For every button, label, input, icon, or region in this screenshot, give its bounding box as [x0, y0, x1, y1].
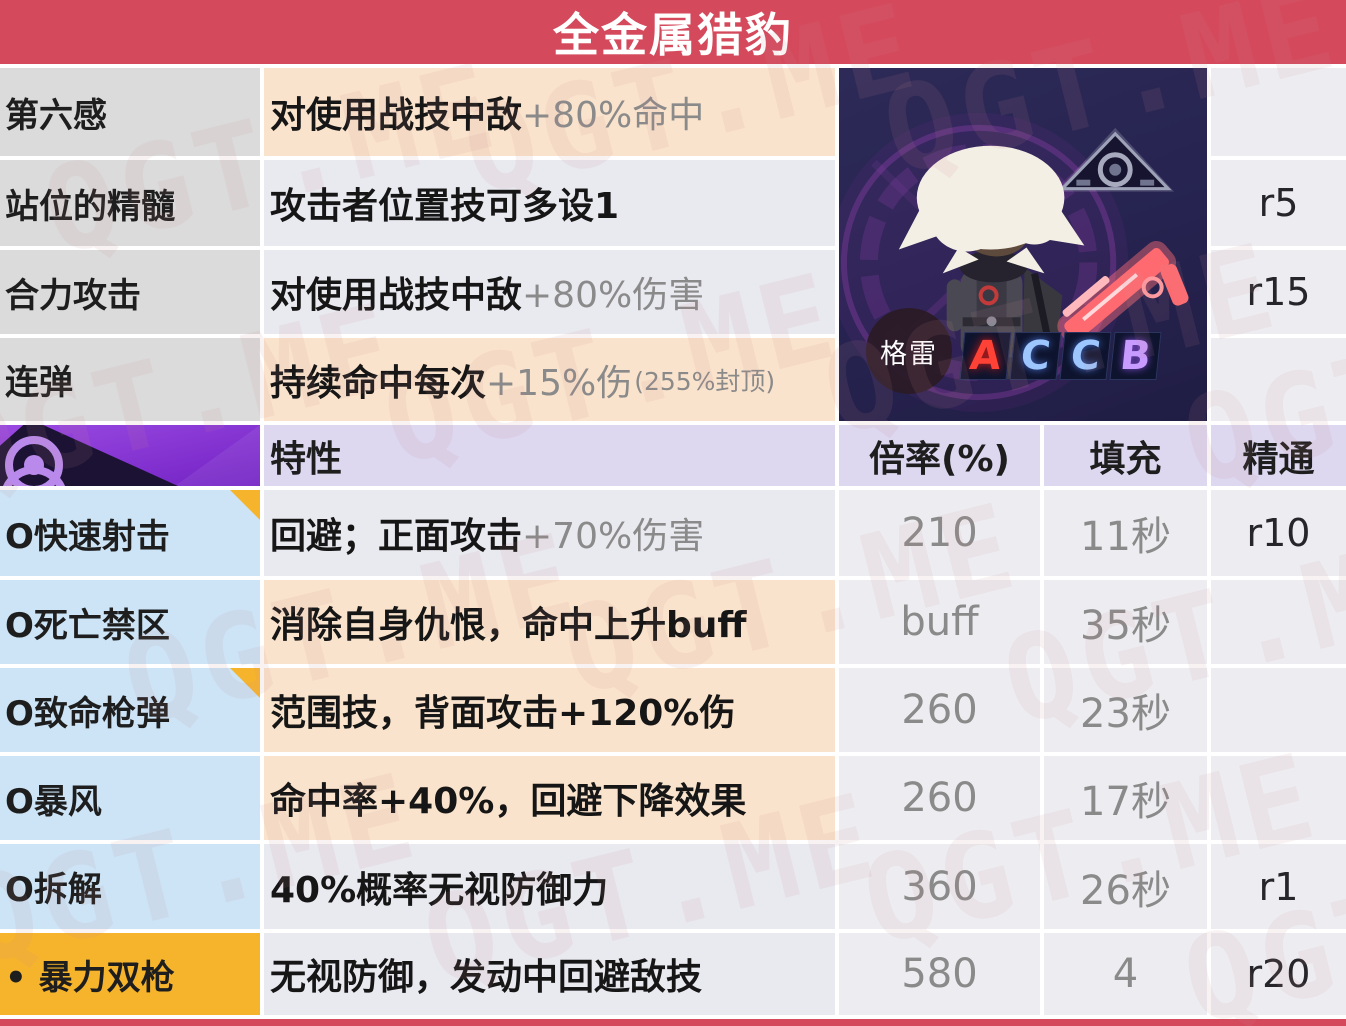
- col-header-rate: 倍率(%): [839, 425, 1040, 486]
- mastery-cell: [1211, 668, 1346, 752]
- rate-cell: 260: [839, 668, 1040, 752]
- mastery-cell: [1211, 68, 1346, 156]
- grade-tile: C: [1059, 332, 1112, 380]
- rate-cell: 260: [839, 756, 1040, 840]
- skill-name-text: O快速射击: [5, 516, 170, 557]
- skill-desc: 40%概率无视防御力: [264, 844, 835, 929]
- passive-desc: 攻击者位置技可多设1: [264, 160, 835, 246]
- skill-name-text: • 暴力双枪: [5, 957, 175, 998]
- passive-desc: 对使用战技中敌 +80%伤害: [264, 250, 835, 334]
- desc-bonus: +80%伤害: [522, 275, 705, 316]
- fill-cell: 11秒: [1044, 490, 1207, 576]
- mastery-cell: r15: [1211, 250, 1346, 334]
- desc-text: 持续命中每次: [270, 362, 487, 404]
- desc-bonus: +15%伤: [486, 362, 633, 404]
- desc-text: 对使用战技中敌: [270, 95, 523, 136]
- grade-tile: A: [959, 332, 1012, 380]
- mastery-cell: r5: [1211, 160, 1346, 246]
- fill-cell: 35秒: [1044, 580, 1207, 664]
- desc-text: 40%概率无视防御力: [270, 869, 609, 911]
- skill-desc: 范围技，背面攻击+120%伤: [264, 668, 835, 752]
- mastery-cell: [1211, 580, 1346, 664]
- mastery-cell: r10: [1211, 490, 1346, 576]
- skill-desc: 无视防御，发动中回避敌技: [264, 933, 835, 1015]
- desc-text: 命中率+40%，回避下降效果: [270, 781, 747, 822]
- desc-text: 消除自身仇恨，命中上升buff: [270, 605, 747, 646]
- passive-desc: 持续命中每次 +15%伤 (255%封顶): [264, 338, 835, 421]
- skill-name-text: O拆解: [5, 870, 102, 910]
- rate-cell: buff: [839, 580, 1040, 664]
- skill-name: • 暴力双枪: [0, 933, 260, 1015]
- fill-cell: 17秒: [1044, 756, 1207, 840]
- desc-text: 攻击者位置技可多设1: [270, 186, 620, 227]
- passive-name: 站位的精髓: [0, 160, 260, 246]
- col-header-fill: 填充: [1044, 425, 1207, 486]
- passive-name: 合力攻击: [0, 250, 260, 334]
- skill-name: O快速射击: [0, 490, 260, 576]
- desc-bonus: +70%伤害: [522, 516, 705, 557]
- skill-desc: 命中率+40%，回避下降效果: [264, 756, 835, 840]
- skill-name-text: O暴风: [5, 781, 102, 822]
- corner-flag-icon: [230, 668, 260, 698]
- passive-name: 连弹: [0, 338, 260, 421]
- page-title: 全金属猎豹: [0, 0, 1346, 64]
- mastery-cell: r20: [1211, 933, 1346, 1015]
- col-header-mastery: 精通: [1211, 425, 1346, 486]
- skill-name-text: O死亡禁区: [5, 605, 170, 646]
- faction-triangle-icon: [1056, 127, 1175, 192]
- skill-name-text: O致命枪弹: [5, 693, 170, 734]
- rate-cell: 360: [839, 844, 1040, 929]
- grade-row: A C C B: [959, 332, 1162, 380]
- fill-cell: 26秒: [1044, 844, 1207, 929]
- mastery-cell: r1: [1211, 844, 1346, 929]
- desc-text: 范围技，背面攻击+120%伤: [270, 693, 736, 734]
- desc-text: 回避；正面攻击: [270, 516, 523, 557]
- col-header-trait: 特性: [264, 425, 835, 486]
- skill-desc: 回避；正面攻击 +70%伤害: [264, 490, 835, 576]
- desc-text: 对使用战技中敌: [270, 275, 523, 316]
- fill-cell: 23秒: [1044, 668, 1207, 752]
- mastery-cell: [1211, 338, 1346, 421]
- skill-name: O拆解: [0, 844, 260, 929]
- character-name-badge: 格雷: [866, 308, 952, 394]
- skill-desc: 消除自身仇恨，命中上升buff: [264, 580, 835, 664]
- mastery-cell: [1211, 756, 1346, 840]
- skill-name: O暴风: [0, 756, 260, 840]
- passive-desc: 对使用战技中敌 +80%命中: [264, 68, 835, 156]
- passive-name: 第六感: [0, 68, 260, 156]
- rate-cell: 580: [839, 933, 1040, 1015]
- fill-cell: 4: [1044, 933, 1207, 1015]
- trait-emblem-icon: [0, 425, 260, 486]
- pink-gun-icon: [1057, 241, 1189, 348]
- desc-text: 无视防御，发动中回避敌技: [270, 957, 703, 998]
- skill-name: O致命枪弹: [0, 668, 260, 752]
- grade-tile: C: [1009, 332, 1062, 380]
- grade-tile: B: [1109, 332, 1162, 380]
- desc-bonus: +80%命中: [522, 95, 705, 136]
- corner-flag-icon: [230, 490, 260, 520]
- character-portrait: 格雷 A C C B: [839, 68, 1207, 421]
- skill-name: O死亡禁区: [0, 580, 260, 664]
- bottom-accent-bar: [0, 1019, 1346, 1026]
- rate-cell: 210: [839, 490, 1040, 576]
- desc-note: (255%封顶): [634, 366, 776, 396]
